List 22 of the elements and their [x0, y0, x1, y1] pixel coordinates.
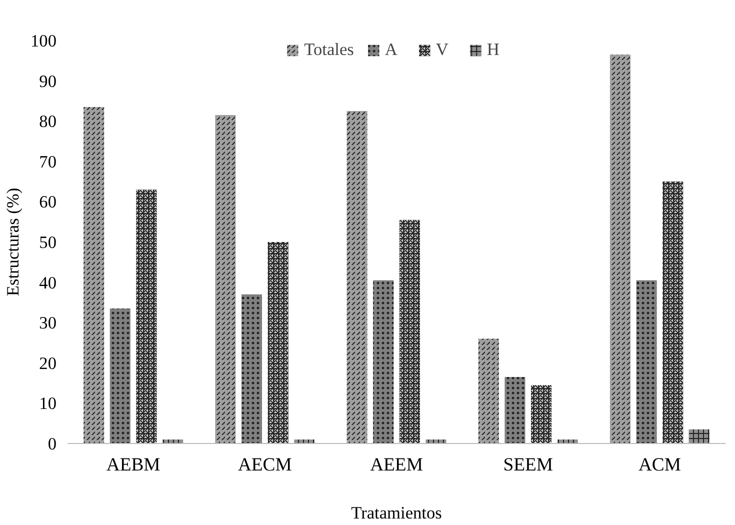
- legend-label: V: [436, 40, 450, 60]
- y-tick-label: 90: [39, 72, 56, 91]
- y-tick-label: 0: [48, 434, 57, 454]
- y-tick-label: 70: [39, 152, 56, 172]
- legend-label: A: [384, 40, 398, 60]
- legend-label: H: [486, 40, 500, 60]
- x-tick-label: AEBM: [106, 454, 161, 476]
- legend-label: Totales: [304, 40, 354, 60]
- y-tick-label: 50: [39, 233, 56, 252]
- y-tick-label: 100: [30, 32, 57, 50]
- y-tick-label: 60: [39, 192, 56, 212]
- x-tick-label: ACM: [638, 454, 682, 476]
- x-tick-label: AECM: [238, 454, 292, 476]
- y-tick-label: 30: [39, 314, 56, 333]
- x-axis-title: Tratamientos: [351, 504, 442, 522]
- x-tick-label: AEEM: [370, 454, 424, 476]
- y-tick-label: 10: [39, 394, 56, 414]
- y-tick-label: 40: [39, 273, 56, 292]
- y-tick-label: 20: [39, 354, 56, 373]
- y-tick-label: 80: [39, 112, 56, 132]
- y-axis-title: Estructuras (%): [4, 188, 23, 296]
- x-tick-label: SEEM: [503, 454, 554, 476]
